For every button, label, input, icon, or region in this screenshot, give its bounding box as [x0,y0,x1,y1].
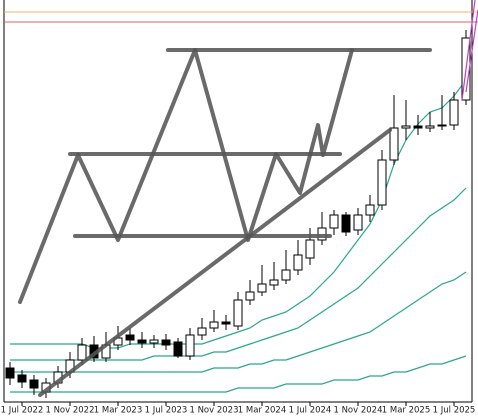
candle-body [401,125,411,129]
candle-body [221,321,231,325]
x-tick-label: 1 Mar 2023 [94,406,142,416]
candle-body [209,321,219,329]
x-tick-label: 1 Nov 2023 [189,406,238,416]
candle-body [329,214,339,229]
candle-body [413,125,423,129]
candle-body [257,283,267,293]
candle-body [269,279,279,286]
candle-body [305,239,315,259]
candle-body [149,339,159,344]
x-tick-label: 1 Jul 2025 [433,406,476,416]
moving-average [10,355,467,393]
x-tick-label: 1 Jul 2023 [145,406,188,416]
candle-body [173,341,183,357]
candle-body [365,204,375,216]
x-tick-label: 1 Mar 2025 [382,406,430,416]
projection-line [461,0,476,101]
x-axis-labels: 1 Jul 2022 1 Nov 2022 1 Mar 2023 1 Jul 2023… [1,402,476,416]
candle-body [233,299,243,327]
x-tick-label: 1 Jul 2022 [1,406,44,416]
projection-line [465,9,478,93]
zigzag-drawing [18,48,354,304]
candle-body [449,99,459,126]
drawings [18,0,478,397]
candle-body [185,334,195,357]
candle-body [77,344,87,361]
candle-body [353,214,363,231]
candle-body [341,214,351,233]
candle-body [437,124,447,127]
candle-body [281,269,291,281]
x-tick-label: 1 Nov 2024 [333,406,382,416]
candle-body [29,379,39,389]
candle-body [425,125,435,129]
x-tick-label: 1 Jul 2024 [289,406,332,416]
x-tick-label: 1 Mar 2024 [238,406,286,416]
candle-body [197,327,207,336]
moving-average [10,271,467,373]
candle-body [17,374,27,383]
candle-body [5,367,15,379]
candle-body [377,159,387,206]
trendline [38,128,392,397]
candle-body [137,339,147,344]
candle-body [389,127,399,161]
x-tick-label: 1 Nov 2022 [45,406,94,416]
candle-body [293,254,303,271]
candle-body [245,291,255,301]
candle-body [161,339,171,346]
candle-body [125,334,135,341]
